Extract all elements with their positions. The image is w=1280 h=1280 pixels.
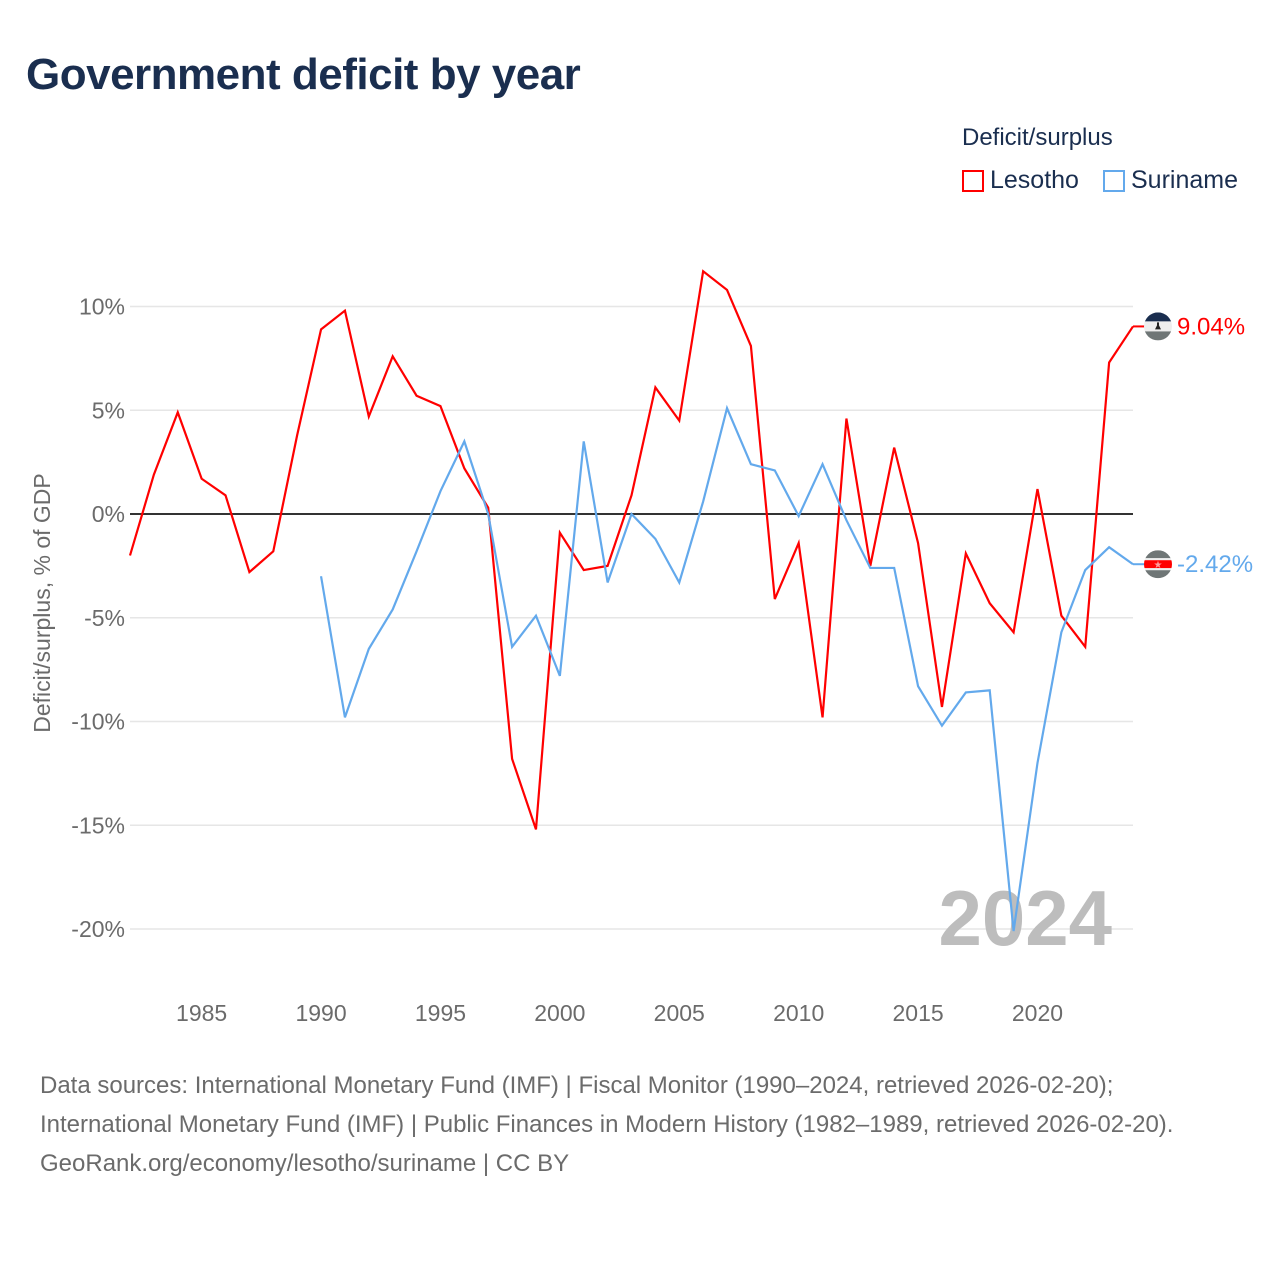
x-tick-label: 2005 xyxy=(654,1000,705,1026)
legend-swatch xyxy=(962,169,984,192)
legend-swatch xyxy=(1103,169,1125,192)
y-tick-label: 10% xyxy=(79,294,125,320)
y-tick-label: 5% xyxy=(92,397,125,423)
year-watermark: 2024 xyxy=(938,874,1112,962)
legend-item-suriname[interactable]: Suriname xyxy=(1103,166,1238,195)
x-tick-label: 2010 xyxy=(773,1000,824,1026)
lesotho-flag-icon xyxy=(1144,312,1172,341)
y-tick-label: -15% xyxy=(71,812,125,838)
suriname-flag-icon: ★ xyxy=(1144,550,1172,579)
series-line-suriname xyxy=(319,404,1134,932)
x-tick-label: 2015 xyxy=(892,1000,943,1026)
credit-link[interactable]: GeoRank.org/economy/lesotho/suriname | C… xyxy=(40,1150,570,1177)
x-tick-label: 2020 xyxy=(1012,1000,1063,1026)
legend-label: Suriname xyxy=(1131,166,1238,194)
end-value-label: 9.04% xyxy=(1177,313,1245,340)
y-axis-label: Deficit/surplus, % of GDP xyxy=(29,473,55,732)
footer: Data sources: International Monetary Fun… xyxy=(40,1066,1240,1183)
y-tick-label: -20% xyxy=(71,916,125,942)
legend-item-lesotho[interactable]: Lesotho xyxy=(962,166,1079,195)
x-tick-label: 1985 xyxy=(176,1000,227,1026)
data-sources: Data sources: International Monetary Fun… xyxy=(40,1072,1174,1138)
line-chart: 10% 5% 0% -5% -10% -15% -20% 1985 1990 1995 2000 20… xyxy=(29,269,1253,1026)
svg-text:★: ★ xyxy=(1154,560,1163,571)
end-value-label: -2.42% xyxy=(1177,551,1253,578)
legend-label: Lesotho xyxy=(990,166,1079,194)
x-tick-label: 1990 xyxy=(295,1000,346,1026)
y-tick-label: -10% xyxy=(71,709,125,735)
x-tick-label: 1995 xyxy=(415,1000,466,1026)
chart-title: Government deficit by year xyxy=(26,50,581,99)
y-tick-label: 0% xyxy=(92,501,125,527)
y-tick-label: -5% xyxy=(84,605,125,631)
series-line-lesotho xyxy=(128,269,1134,830)
legend-title: Deficit/surplus xyxy=(962,124,1113,151)
x-tick-label: 2000 xyxy=(534,1000,585,1026)
